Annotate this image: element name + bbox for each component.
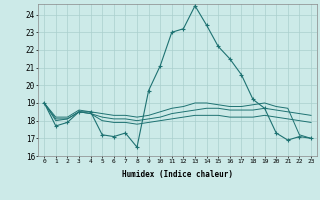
X-axis label: Humidex (Indice chaleur): Humidex (Indice chaleur) xyxy=(122,170,233,179)
